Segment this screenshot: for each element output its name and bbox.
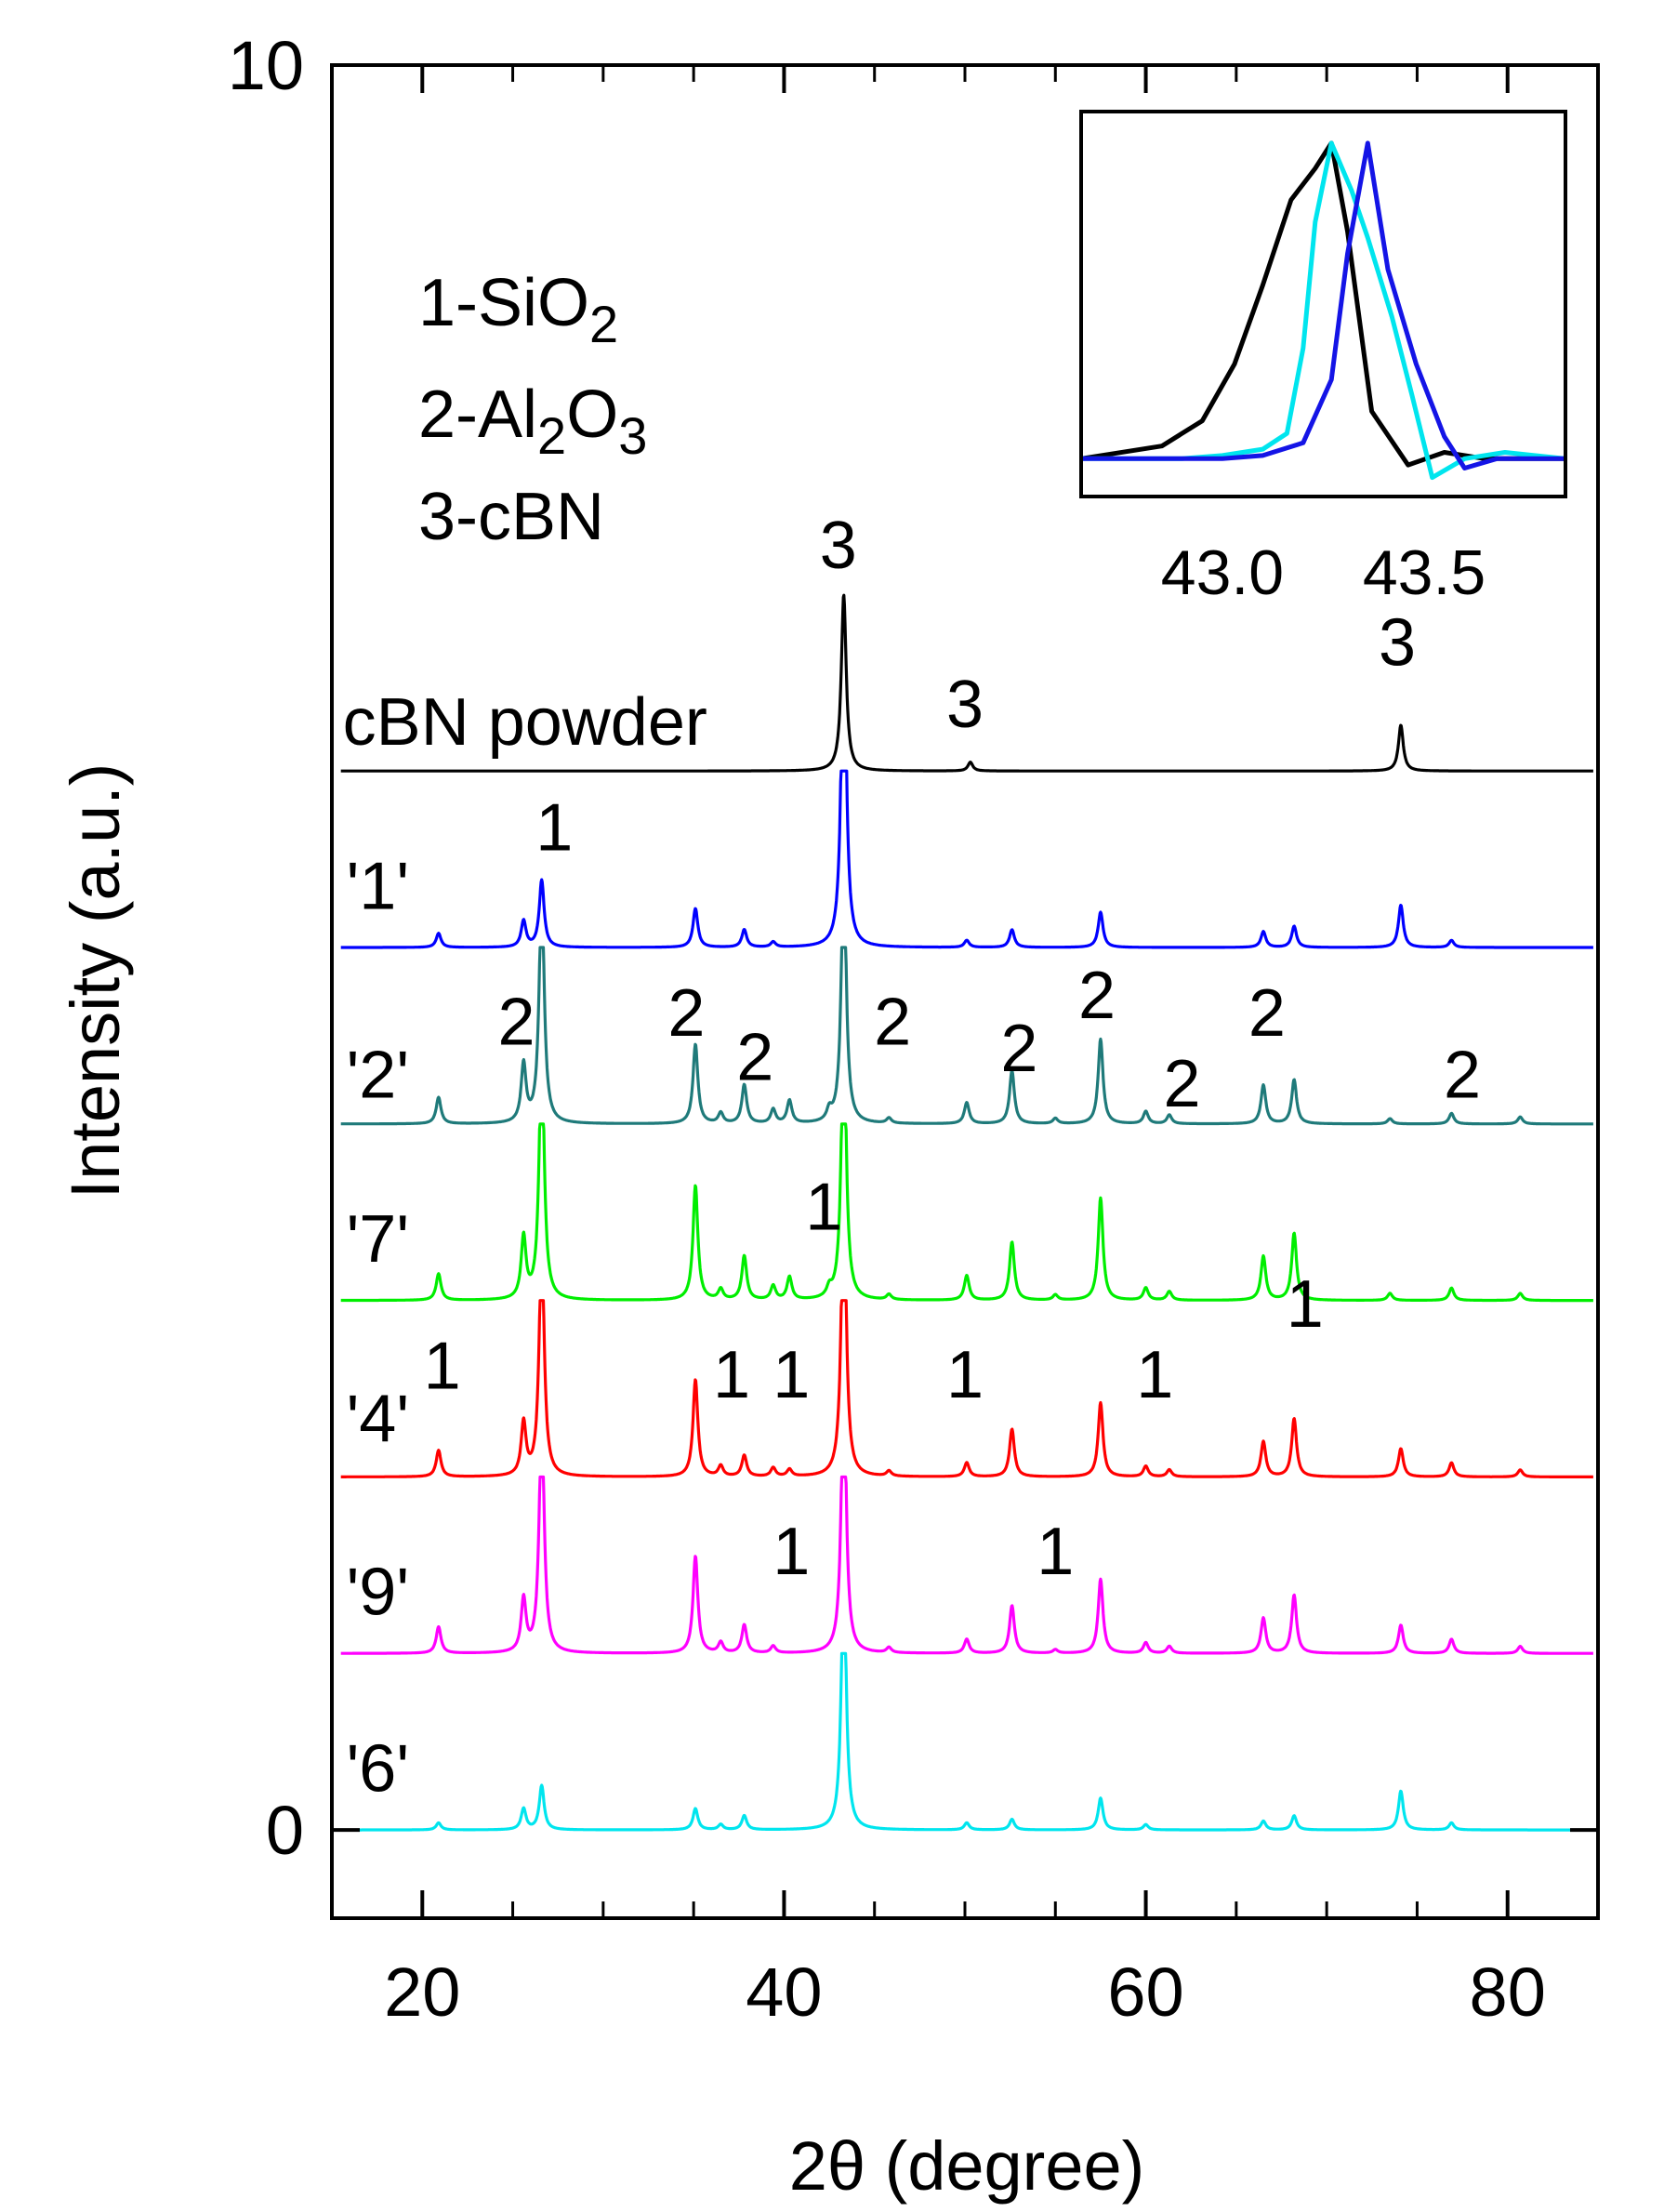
series-line-6 bbox=[339, 1651, 1594, 1832]
peak-label: 2 bbox=[1078, 959, 1116, 1033]
peak-label: 3 bbox=[1379, 605, 1416, 680]
series-line-5 bbox=[339, 1475, 1594, 1655]
sample-label: '6' bbox=[347, 1731, 410, 1806]
x-tick-label: 60 bbox=[1107, 1954, 1183, 2031]
inset-series-line-2 bbox=[1081, 140, 1565, 470]
peak-label: 1 bbox=[713, 1338, 750, 1412]
sample-label: cBN powder bbox=[343, 685, 707, 760]
peak-label: 2 bbox=[1000, 1012, 1037, 1086]
peak-label: 2 bbox=[874, 985, 911, 1059]
x-tick-label: 20 bbox=[384, 1954, 460, 2031]
legend: 1-SiO2 2-Al2O3 3-cBN bbox=[418, 266, 647, 554]
inset-ticks-group: 43.0 43.5 bbox=[1161, 537, 1486, 608]
peak-label: 1 bbox=[1136, 1338, 1173, 1412]
y-tick-label: 10 bbox=[228, 27, 304, 104]
ticks-group bbox=[332, 63, 1598, 1918]
x-tick-label: 40 bbox=[746, 1954, 822, 2031]
sample-label: '7' bbox=[347, 1202, 410, 1277]
x-axis-title: 2θ (degree) bbox=[789, 2127, 1145, 2205]
inset-plot: 43.0 43.5 bbox=[1079, 110, 1567, 608]
sample-label: '2' bbox=[347, 1038, 410, 1112]
peak-label: 1 bbox=[424, 1330, 461, 1404]
series-line-3 bbox=[339, 1122, 1594, 1303]
legend-entry: 1-SiO2 bbox=[418, 266, 618, 353]
peak-label: 2 bbox=[1444, 1038, 1481, 1112]
legend-entry: 3-cBN bbox=[418, 480, 604, 554]
main-plot: 20 40 60 80 0 10 cBN powder '1' '2' '7' '4' '9' '6'… bbox=[228, 27, 1600, 2031]
series-line-0 bbox=[339, 593, 1594, 773]
inset-series-group bbox=[1080, 140, 1566, 481]
peak-label: 1 bbox=[773, 1515, 810, 1589]
inset-frame bbox=[1079, 110, 1567, 498]
sample-label: '9' bbox=[347, 1556, 410, 1630]
tick-labels-group: 20 40 60 80 0 10 bbox=[228, 27, 1546, 2031]
legend-entry: 2-Al2O3 bbox=[418, 377, 647, 465]
peak-label: 3 bbox=[820, 509, 857, 583]
sample-label: '1' bbox=[347, 849, 410, 923]
inset-series-line-0 bbox=[1080, 140, 1565, 468]
series-line-4 bbox=[339, 1299, 1594, 1478]
peak-label: 1 bbox=[1037, 1515, 1074, 1589]
sample-label: '4' bbox=[347, 1383, 410, 1457]
peak-label: 1 bbox=[535, 791, 573, 866]
peak-label: 1 bbox=[773, 1338, 810, 1412]
peak-label: 2 bbox=[1163, 1047, 1200, 1121]
sample-labels-group: cBN powder '1' '2' '7' '4' '9' '6' bbox=[343, 685, 707, 1807]
inset-x-tick-label: 43.5 bbox=[1363, 537, 1486, 608]
x-tick-label: 80 bbox=[1470, 1954, 1546, 2031]
peak-label: 2 bbox=[667, 976, 705, 1051]
peak-label: 1 bbox=[1287, 1267, 1324, 1342]
series-line-2 bbox=[339, 946, 1594, 1126]
y-axis-title: Intensity (a.u.) bbox=[57, 763, 134, 1199]
inset-series-line-1 bbox=[1081, 140, 1566, 481]
peak-label: 2 bbox=[736, 1020, 773, 1094]
peak-label: 2 bbox=[1248, 976, 1286, 1051]
peak-label: 1 bbox=[946, 1338, 984, 1412]
inset-x-tick-label: 43.0 bbox=[1161, 537, 1284, 608]
peak-label: 2 bbox=[497, 985, 535, 1059]
series-group bbox=[339, 593, 1594, 1832]
series-line-1 bbox=[339, 769, 1594, 949]
peak-label: 1 bbox=[805, 1171, 842, 1245]
peak-label: 3 bbox=[946, 668, 984, 742]
y-tick-label: 0 bbox=[266, 1792, 304, 1869]
